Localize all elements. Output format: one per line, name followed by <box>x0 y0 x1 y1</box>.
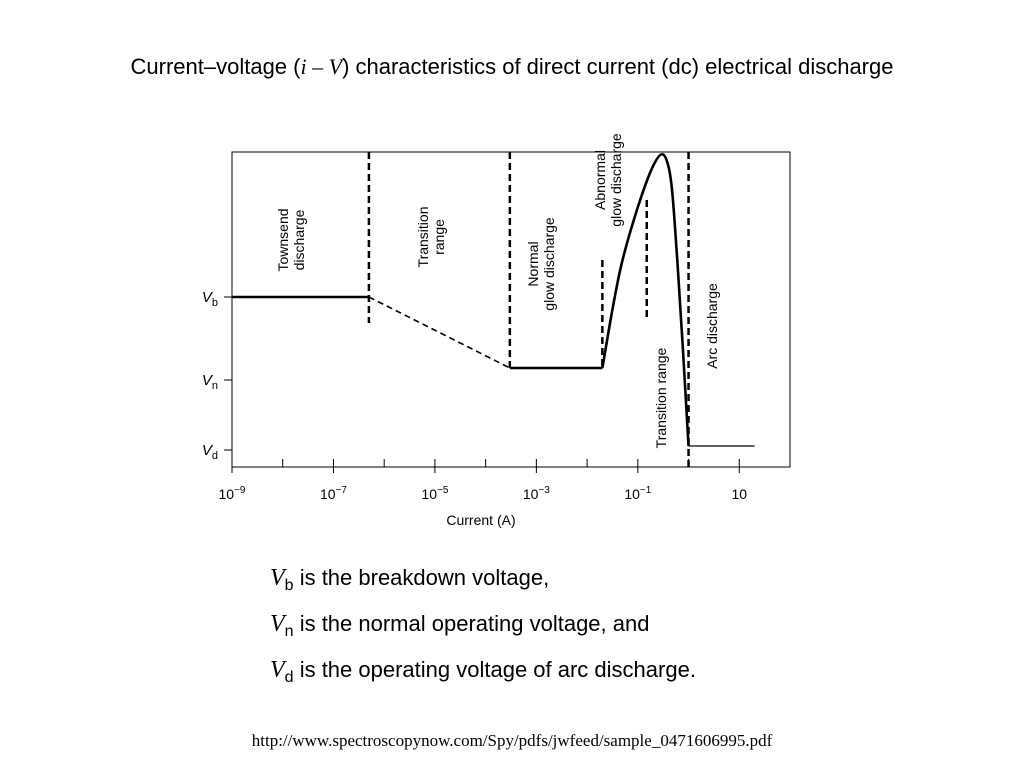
note-vd-text: is the operating voltage of arc discharg… <box>293 657 696 682</box>
region-label-line: glow discharge <box>541 217 557 311</box>
note-vb-sub: b <box>284 577 294 594</box>
legend-notes: Vb is the breakdown voltage, Vn is the n… <box>270 560 696 698</box>
region-label-line: Arc discharge <box>704 283 720 369</box>
x-tick-label: 10−5 <box>421 485 448 502</box>
region-label-line: Normal <box>525 241 541 286</box>
iv-curve-solid <box>601 152 690 447</box>
region-label: Transition range <box>415 207 447 268</box>
title-prefix: Current–voltage ( <box>130 54 301 79</box>
x-tick-label: 10 <box>731 486 747 502</box>
region-label-line: discharge <box>291 209 307 270</box>
region-label-line: Transition <box>415 207 431 268</box>
note-vn: Vn is the normal operating voltage, and <box>270 606 696 652</box>
title-dash: – <box>306 54 329 79</box>
x-tick-label: 10−9 <box>219 485 246 502</box>
x-tick-label: 10−1 <box>624 485 651 502</box>
y-tick-label: Vd <box>202 442 218 462</box>
x-tick-label: 10−3 <box>523 485 550 502</box>
title-i-symbol: i <box>300 54 307 79</box>
note-vb-text: is the breakdown voltage, <box>293 565 550 590</box>
region-label: Arc discharge <box>704 283 720 369</box>
region-label: Abnormal glow discharge <box>592 133 624 227</box>
note-vd-sub: d <box>284 669 294 686</box>
note-vb-symbol: V <box>270 565 285 591</box>
note-vd-symbol: V <box>270 657 285 683</box>
x-axis-label: Current (A) <box>446 512 515 528</box>
title-v-symbol: V <box>328 54 343 79</box>
region-label-line: Townsend <box>275 208 291 271</box>
note-vn-text: is the normal operating voltage, and <box>293 611 650 636</box>
source-url[interactable]: http://www.spectroscopynow.com/Spy/pdfs/… <box>251 731 773 750</box>
note-vn-sub: n <box>284 623 294 640</box>
x-tick-label: 10−7 <box>320 485 347 502</box>
region-label-line: Abnormal <box>592 150 608 210</box>
region-label: Normal glow discharge <box>525 217 557 311</box>
region-label-line: range <box>431 219 447 255</box>
region-label-line: glow discharge <box>608 133 624 227</box>
iv-curve-dashed <box>368 296 511 369</box>
note-vn-symbol: V <box>270 611 285 637</box>
region-label: Townsend discharge <box>275 208 307 271</box>
note-vd: Vd is the operating voltage of arc disch… <box>270 652 696 698</box>
note-vb: Vb is the breakdown voltage, <box>270 560 696 606</box>
title-suffix: ) characteristics of direct current (dc)… <box>342 54 894 79</box>
region-label: Transition range <box>653 347 669 448</box>
slide-title: Current–voltage (i – V) characteristics … <box>0 50 1024 84</box>
region-label-line: Transition range <box>653 347 669 448</box>
y-tick-label: Vb <box>202 289 218 309</box>
y-tick-label: Vn <box>202 372 218 392</box>
